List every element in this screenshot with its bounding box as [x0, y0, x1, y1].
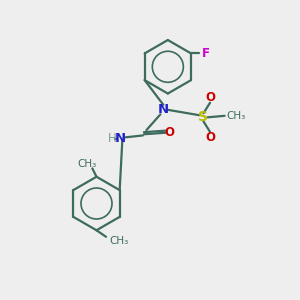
- Text: N: N: [158, 103, 169, 116]
- Text: O: O: [164, 126, 174, 139]
- Text: N: N: [115, 132, 126, 145]
- Text: O: O: [205, 131, 215, 144]
- Text: S: S: [199, 110, 208, 124]
- Text: CH₃: CH₃: [110, 236, 129, 246]
- Text: F: F: [202, 47, 210, 60]
- Text: CH₃: CH₃: [226, 111, 246, 121]
- Text: CH₃: CH₃: [77, 159, 96, 169]
- Text: O: O: [205, 91, 215, 104]
- Text: H: H: [108, 132, 117, 145]
